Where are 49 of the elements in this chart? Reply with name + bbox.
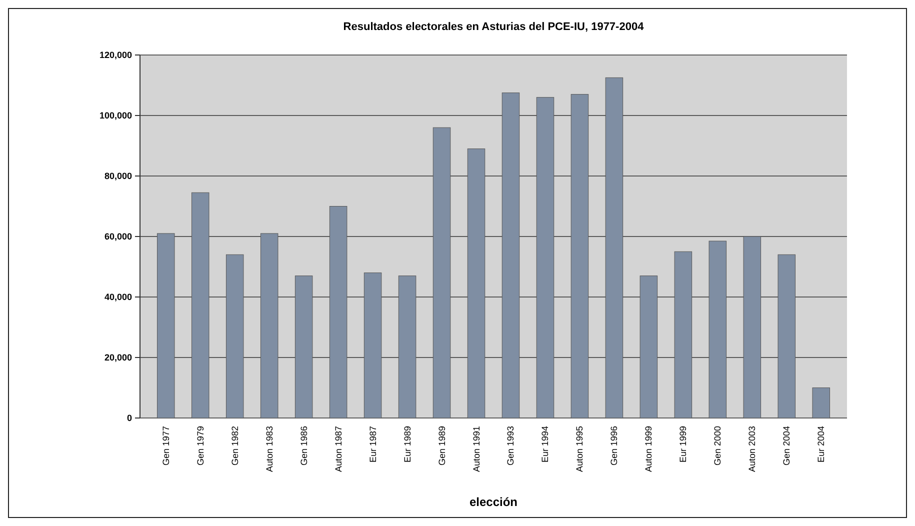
bar bbox=[812, 388, 830, 418]
bar bbox=[536, 97, 554, 418]
x-tick-label: Eur 1999 bbox=[678, 426, 688, 463]
y-tick-label: 0 bbox=[126, 413, 132, 424]
chart-title: Resultados electorales en Asturias del PCE-IU, 1977-2004 bbox=[343, 21, 645, 33]
x-tick-label: Gen 1977 bbox=[160, 426, 171, 466]
bar bbox=[778, 254, 796, 418]
x-tick-label: Auton 1983 bbox=[264, 426, 274, 472]
bar bbox=[364, 272, 382, 418]
bar bbox=[674, 251, 692, 418]
x-tick-label: Gen 1989 bbox=[436, 426, 447, 466]
x-tick-label: Eur 1987 bbox=[368, 426, 378, 463]
y-tick-label: 20,000 bbox=[104, 352, 132, 363]
x-tick-label: Gen 2000 bbox=[712, 426, 723, 466]
bar bbox=[260, 233, 278, 418]
x-tick-label: Eur 2004 bbox=[816, 426, 826, 463]
bar bbox=[743, 236, 762, 418]
bar bbox=[329, 206, 348, 418]
x-axis-title: elección bbox=[469, 495, 518, 509]
bar bbox=[226, 254, 244, 418]
bar bbox=[502, 92, 520, 418]
x-tick-label: Gen 1979 bbox=[195, 426, 206, 466]
x-tick-label: Gen 1996 bbox=[609, 426, 620, 466]
bar bbox=[398, 276, 416, 418]
x-tick-label: Auton 2003 bbox=[747, 426, 758, 472]
bar bbox=[708, 240, 727, 418]
bar bbox=[156, 233, 175, 418]
bar bbox=[570, 94, 589, 418]
x-tick-label: Gen 1993 bbox=[506, 426, 516, 466]
y-tick-label: 40,000 bbox=[104, 292, 132, 302]
y-tick-label: 120,000 bbox=[99, 50, 132, 60]
y-tick-label: 80,000 bbox=[104, 171, 132, 182]
bar bbox=[467, 148, 486, 418]
x-tick-label: Auton 1991 bbox=[471, 426, 482, 472]
x-tick-label: Gen 2004 bbox=[782, 426, 792, 466]
x-tick-label: Auton 1995 bbox=[574, 426, 585, 472]
x-tick-label: Eur 1989 bbox=[402, 426, 412, 463]
y-tick-label: 100,000 bbox=[99, 110, 132, 121]
bar bbox=[432, 127, 451, 418]
bar bbox=[640, 276, 658, 418]
bar bbox=[191, 192, 210, 418]
y-tick-label: 60,000 bbox=[104, 232, 132, 242]
x-tick-label: Gen 1986 bbox=[298, 426, 309, 466]
x-tick-label: Gen 1982 bbox=[230, 426, 240, 466]
x-tick-label: Auton 1999 bbox=[644, 426, 654, 472]
x-tick-label: Auton 1987 bbox=[333, 426, 344, 472]
bar bbox=[605, 77, 624, 418]
bar bbox=[294, 276, 313, 418]
x-tick-label: Eur 1994 bbox=[540, 426, 550, 463]
